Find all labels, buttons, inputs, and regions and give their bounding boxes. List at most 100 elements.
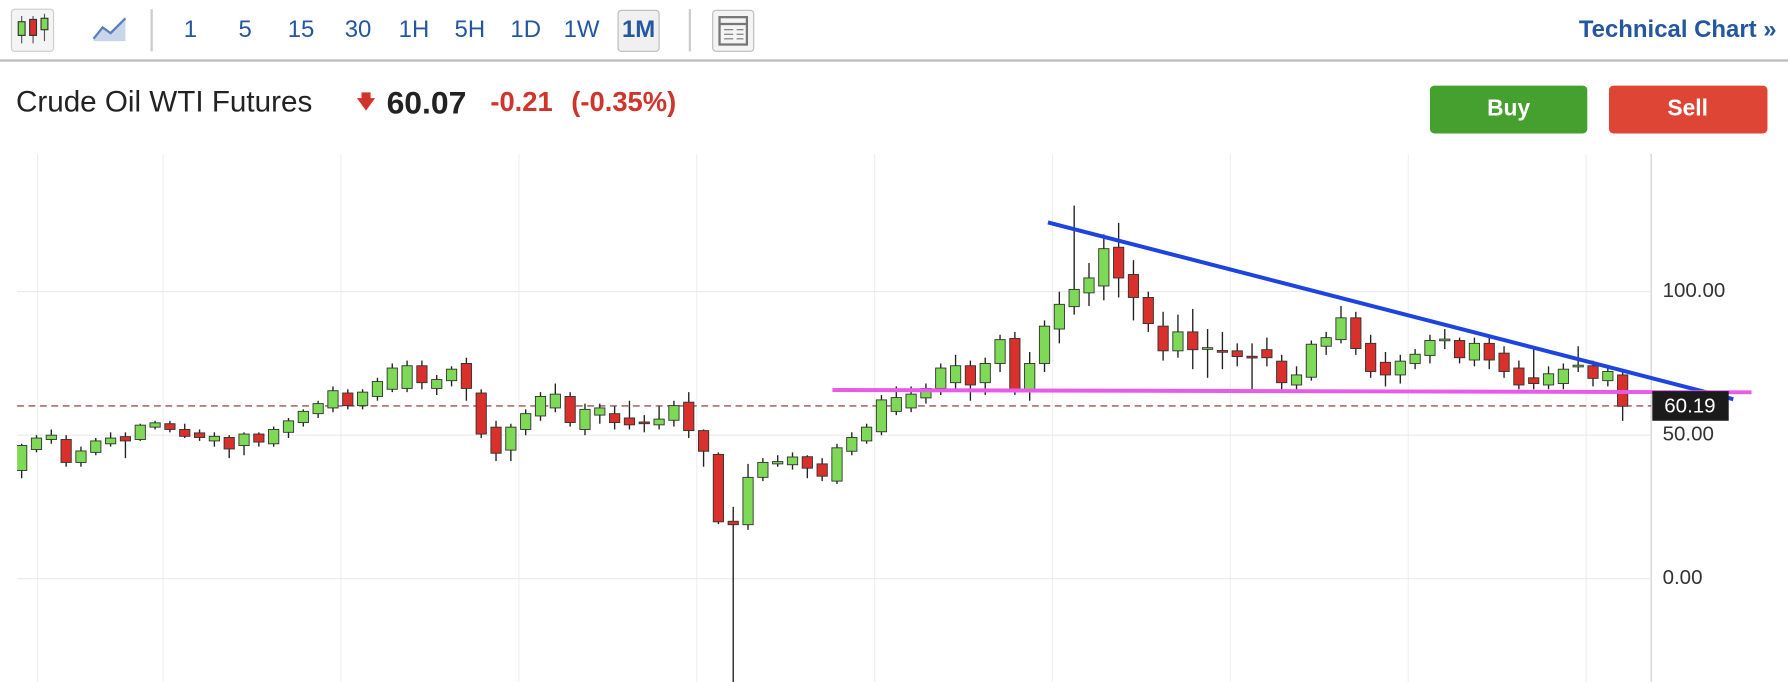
candle-body [534,395,547,417]
candle-body [1127,274,1140,298]
candle-body [757,461,769,478]
candle-body [1320,337,1332,347]
candle-body [1053,303,1065,330]
buy-button[interactable]: Buy [1429,85,1588,134]
candle-body [1483,342,1495,361]
candle-body [1290,374,1303,386]
candle-body [1542,373,1555,386]
candle-body [935,367,947,389]
candle-body [964,365,976,386]
candle-body [1157,325,1169,352]
candle-body [1231,350,1243,358]
candle-body [268,428,280,445]
candle-body [505,426,517,451]
sell-button[interactable]: Sell [1608,85,1768,134]
candle-body [801,456,813,469]
candle-body [1038,325,1051,364]
candle-body [460,362,472,389]
candle-body [253,433,265,443]
candle-body [386,367,398,390]
candle-body [1246,355,1258,359]
down-arrow [356,92,376,111]
candle-body [1276,360,1288,384]
candle-body [1528,377,1540,384]
candle-body [164,423,176,430]
candle-body [1024,362,1036,392]
candle-body [683,401,695,432]
candle-body [119,436,132,442]
support-line [832,388,1752,395]
candle-body [193,432,206,438]
active-interval [617,9,660,52]
candle-body [875,399,888,433]
interval-button[interactable]: 1 [184,16,197,43]
candle-body [579,408,591,430]
interval-button[interactable]: 30 [345,16,372,43]
candle-body [623,417,636,426]
candle-body [549,393,561,409]
candle-body [282,420,295,433]
technical-chart-link[interactable]: Technical Chart » [1579,16,1777,43]
candle-body [979,362,991,384]
interval-button[interactable]: 1W [564,16,600,43]
interval-button[interactable]: 1H [399,16,430,43]
candle-body [75,450,87,463]
candle-body [1468,342,1481,361]
candle-body [1009,338,1021,392]
header: Crude Oil WTI Futures 60.07 -0.21 (-0.35… [16,84,1768,134]
toolbar: 1 5 15 30 1H 5H 1D 1W 1M Technical Chart » [0,8,1788,62]
interval-button[interactable]: 1M [622,16,655,43]
buy-label[interactable]: Buy [1487,95,1530,121]
interval-button[interactable]: 5H [455,16,486,43]
price: 60.07 [387,84,467,120]
candle-body [312,403,324,415]
candle-body [638,421,650,425]
candle-body [1498,352,1510,372]
candle-body [1379,361,1392,376]
candle-body [594,407,606,416]
candle-body [45,434,57,440]
candle-body [1335,317,1347,341]
candle-body [994,339,1006,364]
candle-body [1439,338,1451,342]
candle-body [668,405,680,421]
resistance-trendline [1047,220,1734,402]
candle-body [1350,317,1362,349]
interval-button[interactable]: 15 [288,16,315,43]
candle-body [401,365,413,389]
instrument-name: Crude Oil WTI Futures [16,86,312,119]
candle-body [1424,340,1436,356]
candle-body [1557,368,1569,384]
candle-body [697,430,710,452]
interval-button[interactable]: 1D [510,16,541,43]
candle-body [1513,367,1525,386]
candle-body [905,393,917,409]
candle-body [1201,347,1214,350]
price-tag-label: 60.19 [1664,395,1715,418]
candle-body [90,440,102,453]
sell-label[interactable]: Sell [1667,95,1708,121]
candle-body [786,456,799,466]
candle-body [1216,350,1228,353]
candle-body [179,428,191,437]
candle-body [609,413,621,424]
price-tag [1652,391,1729,421]
candle-body [1261,349,1273,359]
candle-body [1187,331,1199,351]
y-tick-label: 50.00 [1663,423,1714,446]
candle-body [490,426,502,454]
candle-body [1409,353,1421,364]
candle-body [564,395,576,424]
candle-body [1098,248,1110,287]
chart: 0.00 50.00 100.00 60.19 [17,153,1752,682]
candle-body [475,392,487,435]
interval-button[interactable]: 5 [239,16,252,43]
candle-body [1305,343,1317,378]
candle-body [890,397,902,412]
change-percent: (-0.35%) [571,86,676,117]
layout-button[interactable] [712,9,755,52]
line-icon-button[interactable] [92,17,127,42]
candle-body [297,410,309,424]
candle-body [712,453,724,523]
candle-body [416,365,428,384]
